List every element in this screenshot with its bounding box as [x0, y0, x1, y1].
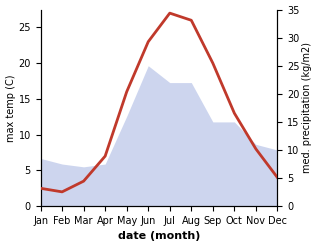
Y-axis label: med. precipitation (kg/m2): med. precipitation (kg/m2) [302, 42, 313, 173]
Y-axis label: max temp (C): max temp (C) [5, 74, 16, 142]
X-axis label: date (month): date (month) [118, 231, 200, 242]
